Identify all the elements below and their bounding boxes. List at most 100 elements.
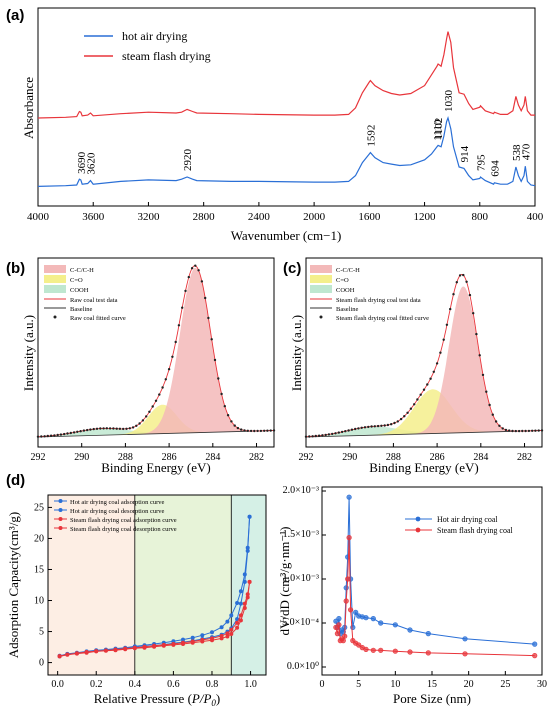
bet-series-point <box>229 627 234 632</box>
xps-raw-legend-co: C=O <box>70 277 83 284</box>
xps-raw-fit-point <box>259 429 263 433</box>
xps-raw-cooh-peak <box>38 428 273 437</box>
bet-series-point <box>152 643 157 648</box>
xps-raw-fit-point <box>236 426 240 430</box>
xps-steam-fit-point <box>409 407 413 410</box>
xps-raw-legend-swatch-cooh <box>44 285 66 293</box>
bet-x-tick-label: 0.4 <box>129 679 142 690</box>
bet-series-point <box>219 633 224 638</box>
ftir-x-tick-label: 3200 <box>137 211 160 223</box>
xps-steam-fit-point <box>416 398 419 401</box>
ftir-series <box>37 31 536 187</box>
xps-steam-legend-swatch-cc <box>310 265 332 273</box>
pore-series-point <box>346 494 352 500</box>
xps-steam-x-tick-label: 284 <box>473 452 488 463</box>
bet-series-point <box>242 572 247 577</box>
pore-y-tick-label: 1.0×10⁻³ <box>283 573 319 584</box>
bet-x-axis-title-var: P/P <box>191 691 212 706</box>
xps-raw-fit-point <box>148 410 151 413</box>
xps-raw-fit-point <box>128 427 131 430</box>
bet-legend-hot-ads: Hot air drying coal adsorption curve <box>70 499 165 506</box>
pore-y-tick-label: 2.0×10⁻³ <box>283 485 319 496</box>
ftir-x-tick-label: 2400 <box>248 211 271 223</box>
ftir-x-tick-label: 2000 <box>303 211 326 223</box>
xps-steam-fit-point <box>458 274 462 277</box>
xps-raw-fit-point <box>171 355 174 358</box>
xps-raw-x-tick-label: 282 <box>249 452 264 463</box>
xps-steam-fit-point <box>363 426 367 429</box>
xps-raw-fit-point <box>115 427 118 430</box>
xps-raw-fit-point <box>108 427 112 430</box>
pore-series-point <box>340 637 346 644</box>
pore-series-point <box>425 630 431 637</box>
xps-raw-fit-point <box>256 429 259 433</box>
xps-raw-legend: C-C/C-H C=O COOH Raw coal test data Base… <box>44 265 126 322</box>
xps-steam-y-axis-title: Intensity (a.u.) <box>289 315 304 391</box>
xps-steam-fit-point <box>498 424 501 427</box>
bet-legend-marker <box>58 526 63 530</box>
pore-series-point <box>343 598 349 604</box>
xps-steam-fit-point <box>393 421 396 425</box>
pore-series-point <box>370 647 376 653</box>
xps-raw-legend-cc: C-C/C-H <box>70 267 94 274</box>
pore-series-point <box>350 624 356 631</box>
xps-raw-x-axis-title: Binding Energy (eV) <box>101 460 211 475</box>
xps-raw-fit-point <box>138 422 141 425</box>
xps-raw-fit-point <box>151 405 154 408</box>
xps-steam-fit-point <box>485 390 488 393</box>
xps-steam-fit-point <box>439 351 442 354</box>
ftir-x-tick-label: 4000 <box>27 211 50 223</box>
xps-steam-legend-baseline: Baseline <box>336 306 358 313</box>
xps-steam-fit-point <box>399 417 403 421</box>
pore-series-point <box>425 650 431 656</box>
xps-steam-fit-point <box>308 435 311 438</box>
bet-series-point <box>245 592 250 597</box>
xps-raw-fit-point <box>122 427 125 431</box>
xps-raw-fit-point <box>135 424 138 427</box>
xps-raw-fit-point <box>213 358 217 362</box>
xps-raw-fit-point <box>62 432 66 436</box>
panel-letter-b: (b) <box>6 260 25 277</box>
xps-steam-co-peak <box>306 389 541 437</box>
xps-steam-plot-frame <box>305 257 543 448</box>
bet-series-point <box>190 639 195 644</box>
pore-series-point <box>343 585 349 591</box>
ftir-peak-label: 2920 <box>182 149 194 172</box>
pore-series-point <box>346 534 352 541</box>
pore-series-line <box>335 537 535 657</box>
pore-ticks: 0 5 10 15 20 25 30 0.0×10⁰ 5.0×10⁻⁴ 1.0×10⁻³ 1.5×1… <box>282 485 547 690</box>
xps-raw-fit-point <box>223 405 226 408</box>
xps-steam-cooh-peak <box>306 426 541 437</box>
bet-series-point <box>247 579 252 584</box>
panel-letter-d: (d) <box>6 472 25 489</box>
pore-size-panel: dV/dD (cm³/g·nm⁻¹) Pore Size (nm) 0 5 10 15… <box>277 485 547 706</box>
xps-steam-curves <box>304 273 544 438</box>
bet-series-point <box>225 619 230 624</box>
pore-x-tick-label: 25 <box>500 679 510 690</box>
bet-series-point <box>65 652 70 657</box>
xps-steam-x-tick-label: 288 <box>386 452 401 463</box>
xps-raw-fit-point <box>230 420 233 423</box>
xps-steam-fit-point <box>396 420 399 423</box>
bet-x-tick-label: 0.6 <box>167 679 180 690</box>
xps-steam-fit-point <box>304 435 308 438</box>
pore-series-point <box>356 642 362 648</box>
xps-raw-x-tick-label: 290 <box>74 452 89 463</box>
pore-series-point <box>363 646 369 653</box>
xps-raw-fit-point <box>125 427 128 430</box>
xps-raw-plot-frame <box>37 257 275 448</box>
pore-series-point <box>353 609 359 616</box>
pore-series-point <box>532 652 538 659</box>
xps-steam-fit-point <box>317 434 321 437</box>
xps-raw-fit-point <box>112 427 115 430</box>
xps-raw-co-peak <box>38 404 273 437</box>
xps-raw-panel: Intensity (a.u.) Binding Energy (eV) 292… <box>21 257 276 475</box>
pore-series-point <box>348 607 354 613</box>
pore-legend-marker-steam <box>415 527 421 533</box>
xps-raw-fit-point <box>226 414 230 417</box>
pore-x-tick-label: 0 <box>320 679 325 690</box>
ftir-legend-hot-air: hot air drying <box>122 29 187 43</box>
xps-steam-x-ticks: 292 290 288 286 284 282 <box>299 443 532 463</box>
ftir-x-tick-label: 1600 <box>358 211 381 223</box>
xps-steam-fit-point <box>380 424 383 427</box>
